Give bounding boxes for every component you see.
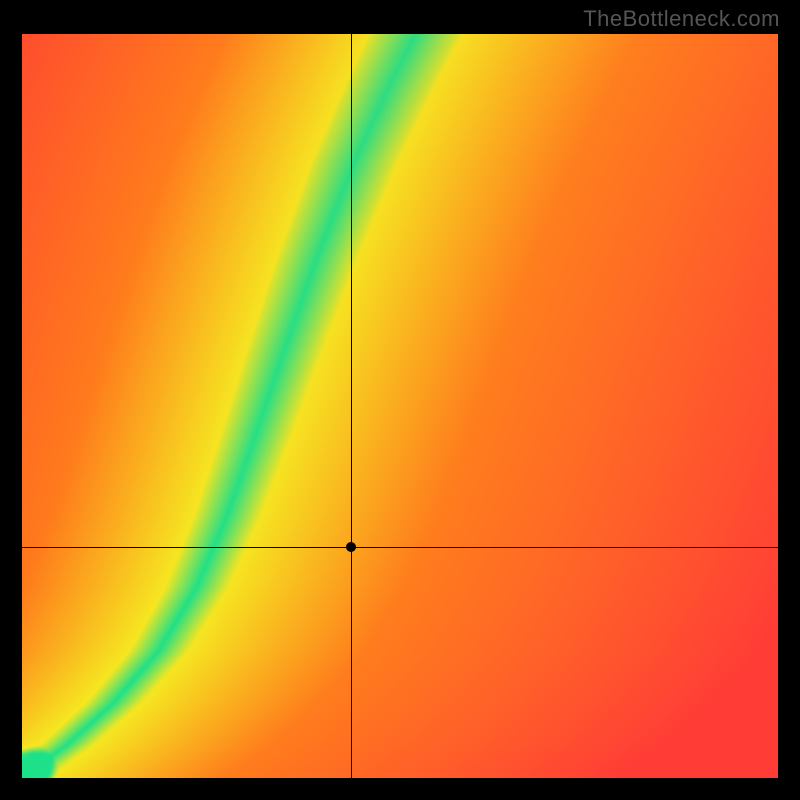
crosshair-vertical <box>351 34 352 778</box>
plot-area <box>22 34 778 778</box>
crosshair-marker <box>346 542 356 552</box>
crosshair-horizontal <box>22 547 778 548</box>
watermark-text: TheBottleneck.com <box>583 6 780 32</box>
heatmap-canvas <box>22 34 778 778</box>
